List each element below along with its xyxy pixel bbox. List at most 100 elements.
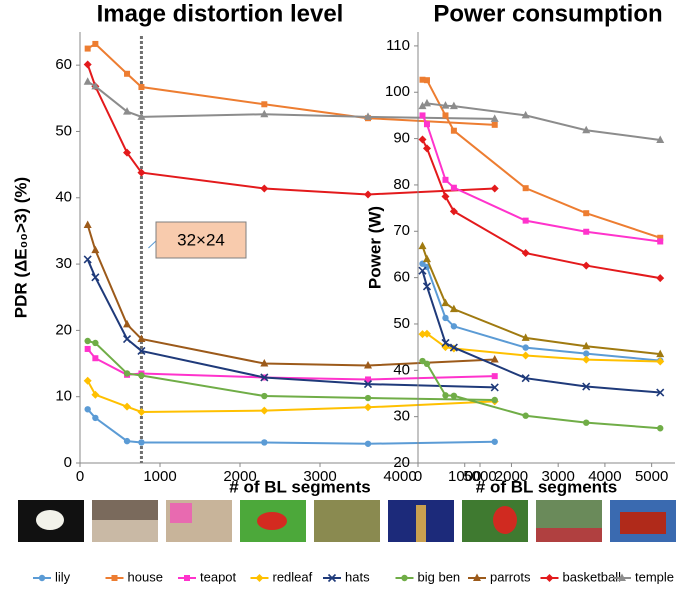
- point: [582, 356, 590, 364]
- point: [84, 406, 90, 412]
- x-tick-label: 5000: [635, 468, 668, 485]
- y-tick-label: 40: [393, 361, 410, 378]
- point: [85, 46, 91, 52]
- series-line: [88, 259, 495, 387]
- y-axis-label: PDR (ΔE₀₀>3) (%): [11, 177, 30, 318]
- series-line: [88, 409, 495, 443]
- y-tick-label: 60: [393, 269, 410, 286]
- point: [582, 262, 590, 270]
- x-tick-label: 3000: [541, 468, 574, 485]
- y-tick-label: 50: [393, 315, 410, 332]
- y-tick-label: 110: [386, 37, 410, 54]
- x-tick-label: 2000: [495, 468, 528, 485]
- callout-text: 32×24: [177, 230, 225, 249]
- point: [260, 407, 268, 415]
- y-tick-label: 90: [393, 130, 410, 147]
- thumbnail-detail: [170, 503, 192, 523]
- series: [84, 256, 498, 391]
- point: [583, 419, 589, 425]
- series-line: [88, 44, 495, 125]
- point: [441, 299, 449, 307]
- series-line: [422, 271, 660, 393]
- series: [418, 99, 664, 143]
- x-tick-label: 0: [414, 468, 422, 485]
- point: [137, 408, 145, 416]
- y-tick-label: 10: [55, 388, 72, 405]
- point: [522, 249, 530, 257]
- legend-label: basketball: [563, 569, 622, 584]
- point: [522, 344, 528, 350]
- series-line: [88, 341, 495, 400]
- legend-marker: [184, 575, 190, 581]
- series: [418, 136, 664, 283]
- chart-title: Power consumption: [433, 0, 662, 27]
- point: [423, 255, 431, 263]
- x-tick-label: 2000: [223, 468, 256, 485]
- point: [424, 361, 430, 367]
- y-tick-label: 70: [393, 222, 410, 239]
- point: [522, 413, 528, 419]
- point: [657, 238, 663, 244]
- point: [91, 246, 99, 254]
- y-tick-label: 20: [55, 321, 72, 338]
- series-line: [422, 246, 660, 354]
- point: [451, 128, 457, 134]
- legend-label: hats: [345, 569, 370, 584]
- thumbnail-detail: [493, 506, 517, 534]
- point: [491, 184, 499, 192]
- x-tick-label: 4000: [588, 468, 621, 485]
- point: [84, 77, 92, 85]
- y-tick-label: 40: [55, 189, 72, 206]
- y-axis-label: Power (W): [365, 206, 384, 289]
- point: [450, 207, 458, 215]
- point: [657, 425, 663, 431]
- point: [523, 185, 529, 191]
- legend-marker: [401, 575, 407, 581]
- legend-marker: [112, 575, 118, 581]
- point: [424, 121, 430, 127]
- legend-marker: [256, 574, 264, 582]
- point: [418, 136, 426, 144]
- series: [419, 77, 663, 241]
- point: [442, 177, 448, 183]
- point: [418, 242, 426, 250]
- point: [138, 84, 144, 90]
- series: [418, 242, 664, 357]
- y-tick-label: 20: [393, 454, 410, 471]
- point: [84, 377, 92, 385]
- legend-label: temple: [635, 569, 674, 584]
- point: [492, 439, 498, 445]
- point: [124, 438, 130, 444]
- point: [424, 77, 430, 83]
- point: [138, 439, 144, 445]
- y-tick-label: 100: [385, 83, 410, 100]
- legend-label: parrots: [490, 569, 531, 584]
- y-tick-label: 60: [55, 56, 72, 73]
- y-tick-label: 80: [393, 176, 410, 193]
- figure: Image distortion level# of BL segmentsPD…: [0, 0, 679, 590]
- point: [442, 112, 448, 118]
- x-tick-label: 1000: [143, 468, 176, 485]
- point: [92, 355, 98, 361]
- point: [423, 144, 431, 152]
- point: [423, 99, 431, 107]
- point: [85, 346, 91, 352]
- point: [492, 397, 498, 403]
- point: [656, 274, 664, 282]
- point: [123, 403, 131, 411]
- point: [261, 393, 267, 399]
- thumbnail-detail: [620, 512, 666, 534]
- x-tick-label: 1000: [448, 468, 481, 485]
- point: [84, 220, 92, 228]
- point: [364, 403, 372, 411]
- y-tick-label: 0: [64, 454, 72, 471]
- point: [441, 193, 449, 201]
- thumbnail-detail: [536, 528, 602, 542]
- point: [522, 351, 530, 359]
- series: [84, 338, 497, 403]
- point: [365, 395, 371, 401]
- legend-label: lily: [55, 569, 71, 584]
- point: [583, 210, 589, 216]
- thumbnail-detail: [416, 505, 426, 542]
- point: [442, 392, 448, 398]
